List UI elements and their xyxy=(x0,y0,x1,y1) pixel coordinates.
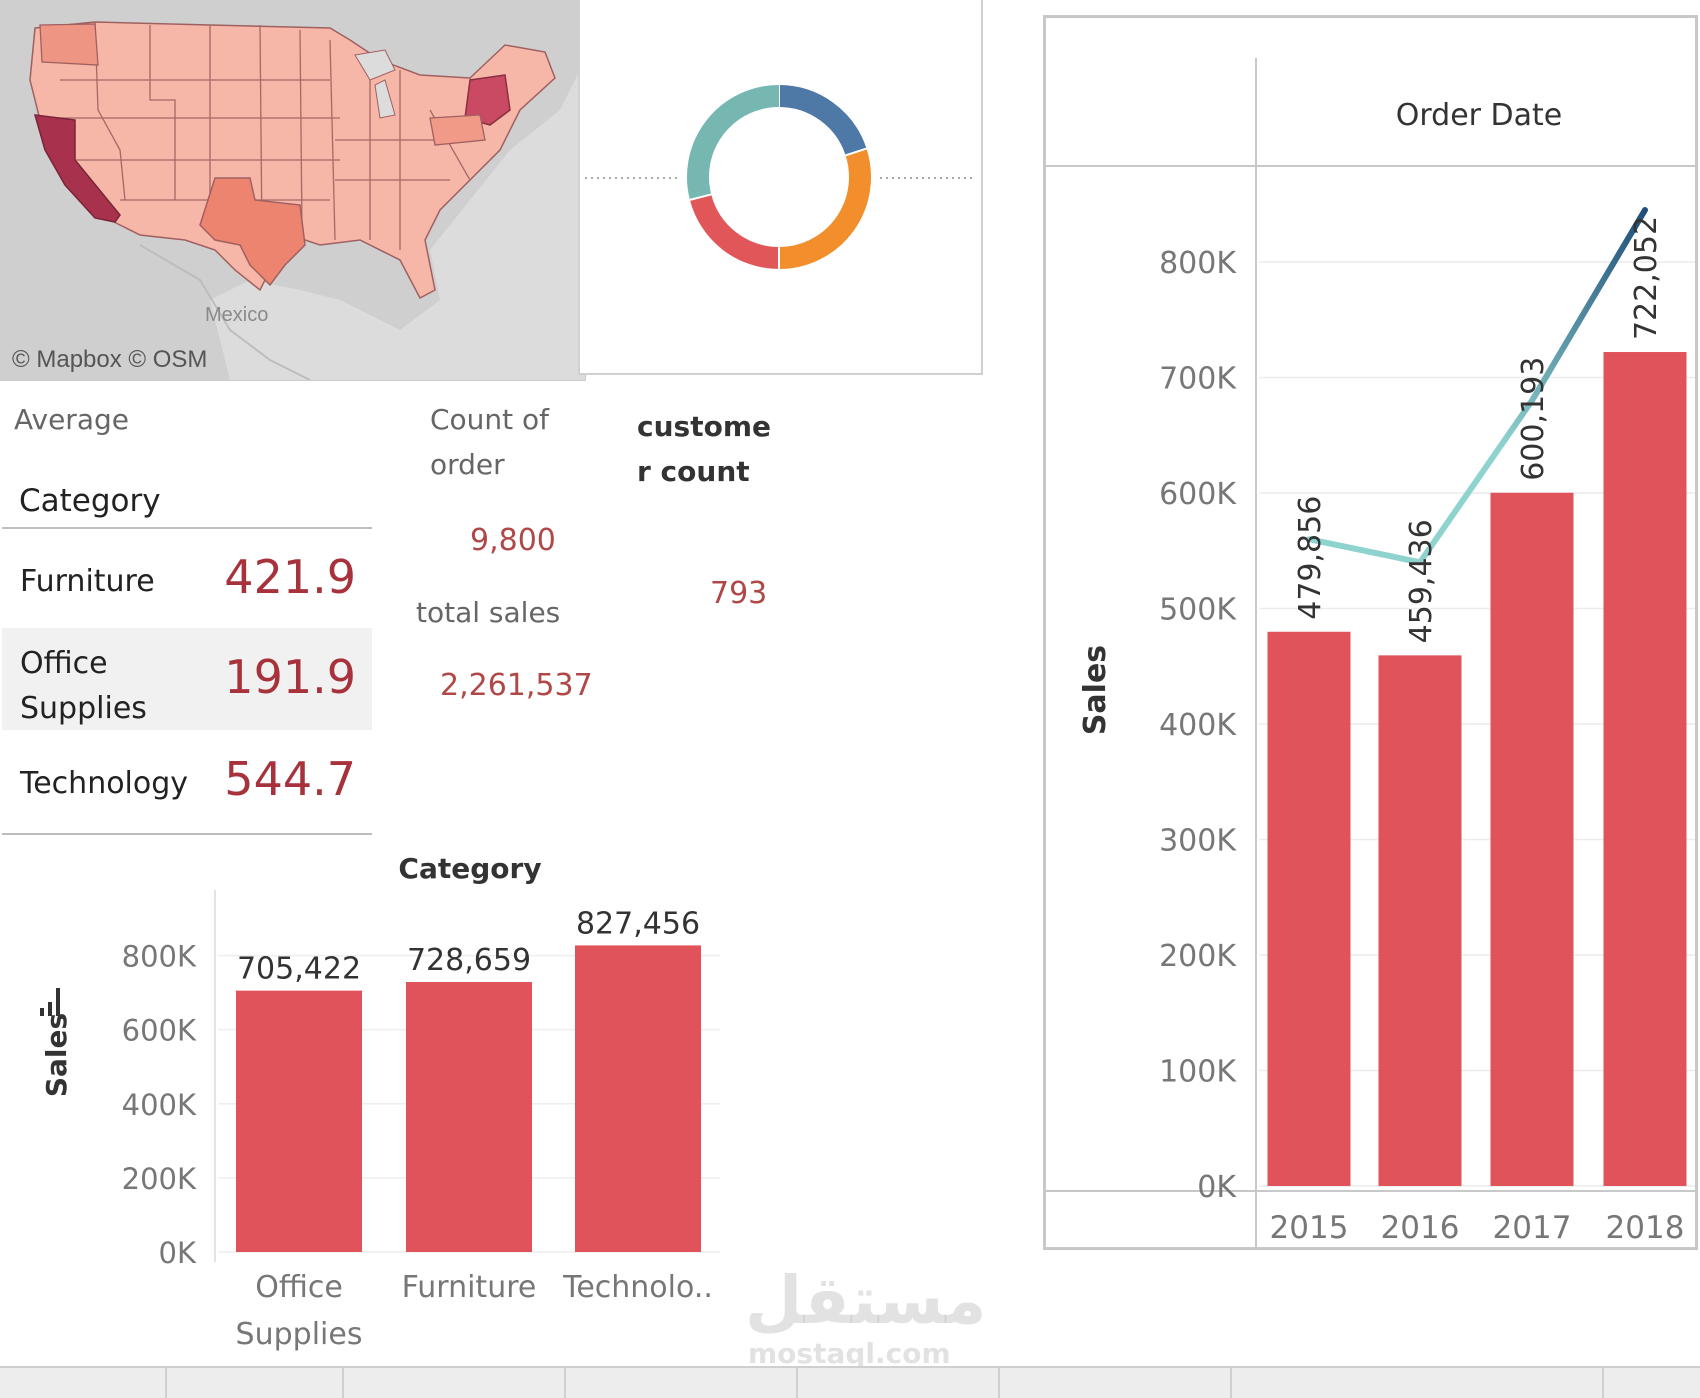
sheet-tab[interactable] xyxy=(1000,1368,1232,1398)
y-tick-label: 600K xyxy=(122,1014,197,1048)
donut-slice-1[interactable] xyxy=(778,148,871,269)
y-tick-label: 400K xyxy=(122,1088,197,1122)
watermark-latin: mostaql.com xyxy=(748,1337,951,1370)
map-credit[interactable]: © Mapbox © OSM xyxy=(12,346,208,373)
california-shape[interactable] xyxy=(33,114,121,223)
table-row[interactable]: Technology 544.7 xyxy=(2,730,372,830)
bar[interactable] xyxy=(1378,655,1462,1186)
y-tick-label: 800K xyxy=(122,940,197,974)
y-tick-label: 200K xyxy=(122,1162,197,1196)
total-sales-value: 2,261,537 xyxy=(440,668,593,703)
data-label: 479,856 xyxy=(1293,496,1328,620)
x-tick-label: Office xyxy=(255,1270,343,1305)
texas-shape[interactable] xyxy=(199,177,306,287)
count-of-order-value: 9,800 xyxy=(470,523,556,558)
category-sales-chart[interactable]: Category Sales 0K 200K 400K 600K 800K 705,422 Of… xyxy=(0,850,740,1360)
sheet-tab[interactable] xyxy=(344,1368,566,1398)
sheet-tab-bar xyxy=(0,1366,1700,1398)
table-divider-top xyxy=(2,527,372,529)
y-tick-label: 0K xyxy=(159,1236,197,1270)
watermark-arabic: مستقل xyxy=(745,1262,987,1339)
chart-title: Category xyxy=(398,852,541,885)
x-tick-label: 2015 xyxy=(1270,1210,1349,1246)
count-of-order-label-2: order xyxy=(430,448,505,481)
pennsylvania-shape[interactable] xyxy=(429,114,486,146)
map-svg xyxy=(0,0,585,380)
bar[interactable] xyxy=(236,990,362,1252)
x-tick-label: 2017 xyxy=(1493,1210,1572,1246)
category-name-line2: Supplies xyxy=(20,691,147,726)
order-date-sales-chart[interactable]: Order Date Sales 0K 100K 200K 300K 400K 500K 600… xyxy=(1046,18,1695,1247)
table-divider-bottom xyxy=(2,833,372,835)
us-map[interactable]: Mexico © Mapbox © OSM xyxy=(0,0,586,381)
donut-slice-separator xyxy=(845,147,867,157)
x-tick-label: Supplies xyxy=(236,1317,363,1352)
data-label: 728,659 xyxy=(407,943,531,978)
bar[interactable] xyxy=(1267,631,1351,1186)
customer-count-label-2: r count xyxy=(637,455,750,488)
x-tick-label: Furniture xyxy=(402,1270,537,1305)
customer-count-value: 793 xyxy=(710,576,768,611)
table-row[interactable]: Furniture 421.9 xyxy=(2,536,372,628)
state-borders xyxy=(40,21,481,250)
sheet-tab[interactable] xyxy=(1232,1368,1604,1398)
y-tick-label: 0K xyxy=(1197,1170,1237,1205)
data-label: 600,193 xyxy=(1516,357,1551,481)
data-label: 705,422 xyxy=(237,952,361,987)
donut-slice-3[interactable] xyxy=(687,85,780,200)
y-tick-label: 700K xyxy=(1159,362,1237,397)
data-label: 722,052 xyxy=(1629,216,1664,340)
sort-icon[interactable] xyxy=(40,988,60,1016)
chart-title: Order Date xyxy=(1396,98,1563,133)
category-header: Category xyxy=(19,483,161,519)
count-of-order-label-1: Count of xyxy=(430,403,550,436)
category-average-value: 191.9 xyxy=(224,650,356,704)
y-tick-label: 500K xyxy=(1159,593,1237,628)
data-label: 827,456 xyxy=(576,906,700,941)
bar[interactable] xyxy=(575,945,701,1252)
donut-slice-separator xyxy=(689,193,712,201)
category-average-value: 544.7 xyxy=(224,752,356,806)
average-label: Average xyxy=(14,403,129,436)
sheet-tab[interactable] xyxy=(167,1368,344,1398)
table-row[interactable]: Office Supplies 191.9 xyxy=(2,628,372,730)
y-tick-label: 800K xyxy=(1159,246,1237,281)
y-axis-label: Sales xyxy=(40,1013,73,1097)
customer-count-label-1: custome xyxy=(637,410,771,443)
y-tick-label: 100K xyxy=(1159,1055,1237,1090)
bar[interactable] xyxy=(1490,492,1574,1186)
y-axis-label: Sales xyxy=(1078,645,1113,735)
map-country-label: Mexico xyxy=(205,304,269,326)
bar[interactable] xyxy=(1603,352,1687,1187)
y-tick-label: 300K xyxy=(1159,824,1237,859)
y-tick-label: 600K xyxy=(1159,477,1237,512)
donut-chart[interactable] xyxy=(580,0,981,373)
new-york-shape[interactable] xyxy=(464,74,511,126)
sheet-tab[interactable] xyxy=(566,1368,798,1398)
trend-line[interactable] xyxy=(1306,207,1648,566)
category-name: Office xyxy=(20,646,108,681)
donut-slice-2[interactable] xyxy=(689,194,780,269)
category-name: Technology xyxy=(20,766,189,801)
washington-shape[interactable] xyxy=(39,23,99,66)
donut-panel xyxy=(578,0,983,375)
data-label: 459,436 xyxy=(1404,519,1439,643)
y-tick-label: 200K xyxy=(1159,939,1237,974)
y-tick-label: 400K xyxy=(1159,708,1237,743)
x-tick-label: Technolo.. xyxy=(562,1270,713,1305)
x-tick-label: 2018 xyxy=(1606,1210,1685,1246)
bar[interactable] xyxy=(406,982,532,1252)
category-average-value: 421.9 xyxy=(224,550,356,604)
x-tick-label: 2016 xyxy=(1381,1210,1460,1246)
category-name: Furniture xyxy=(20,564,155,599)
sheet-tab[interactable] xyxy=(0,1368,167,1398)
sheet-tab[interactable] xyxy=(798,1368,1000,1398)
total-sales-label: total sales xyxy=(416,596,561,629)
order-date-panel: Order Date Sales 0K 100K 200K 300K 400K 500K 600… xyxy=(1043,15,1698,1250)
donut-slice-0[interactable] xyxy=(778,85,867,156)
